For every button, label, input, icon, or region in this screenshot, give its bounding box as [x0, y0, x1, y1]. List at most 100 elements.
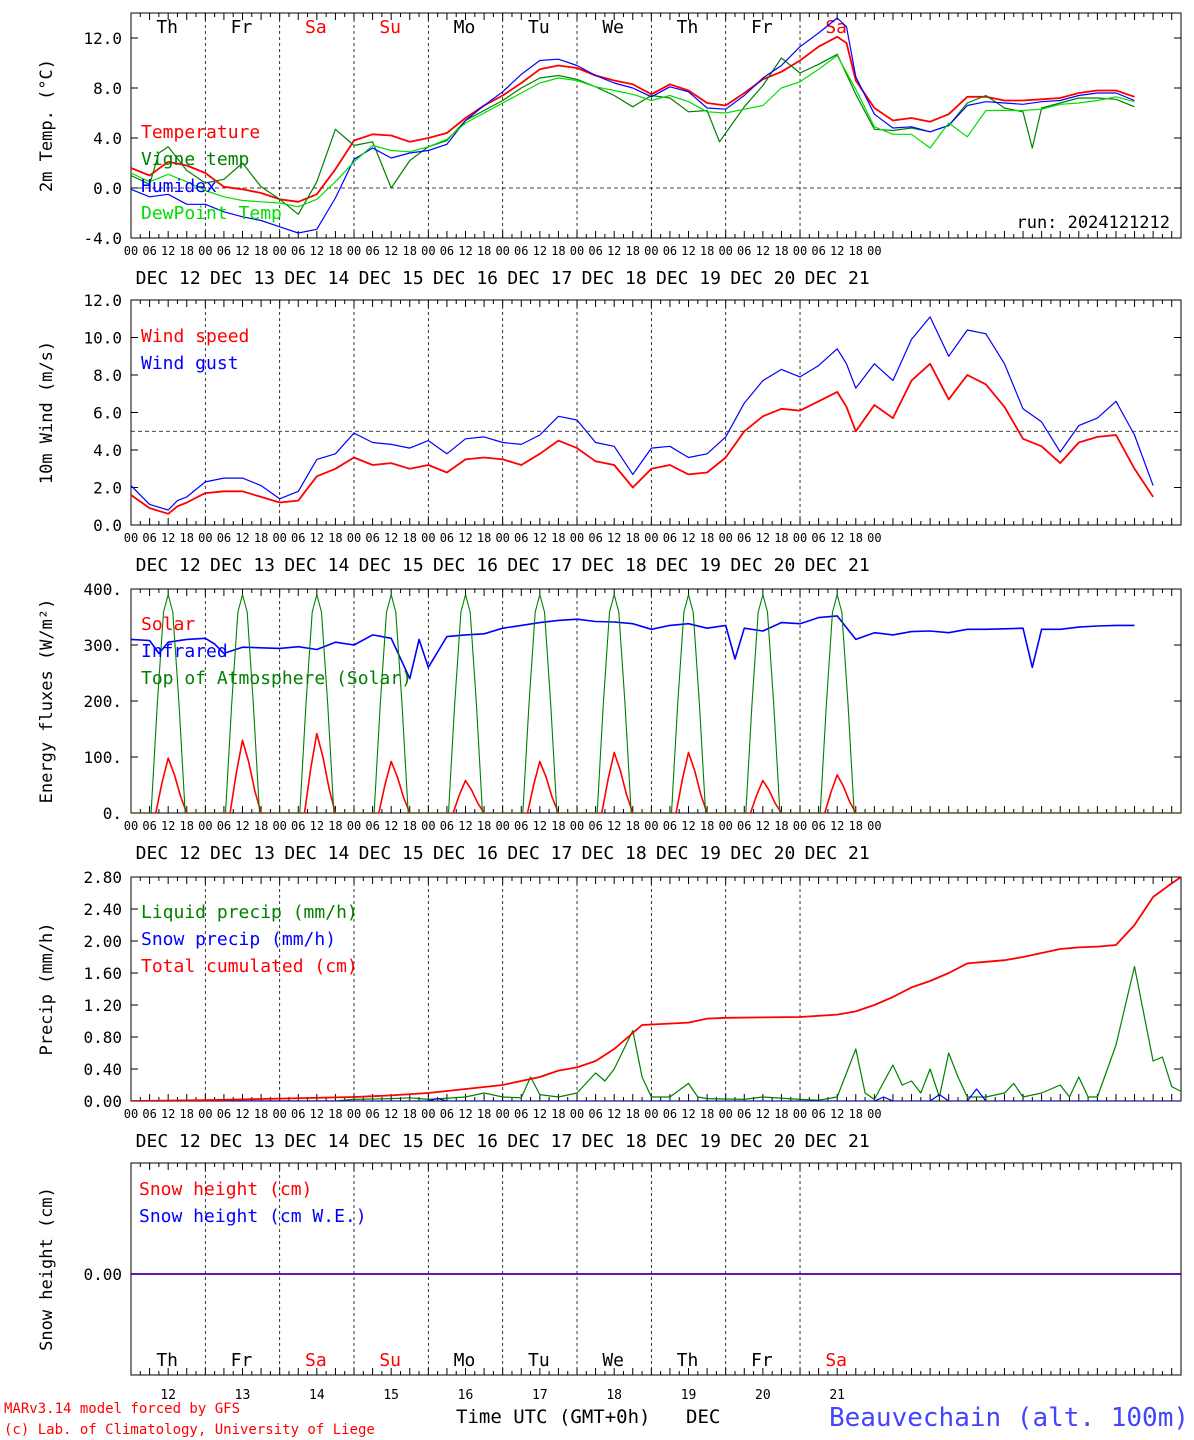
date-label: DEC 21	[805, 843, 870, 864]
y-tick-label: 6.0	[93, 404, 122, 423]
series-lines	[131, 594, 1181, 813]
day-name: Fr	[231, 1350, 253, 1371]
hour-tick-label: 00	[421, 819, 435, 833]
hour-tick-label: 00	[421, 1107, 435, 1121]
day-name: Tu	[528, 1350, 550, 1371]
hour-tick-label: 12	[310, 819, 324, 833]
credit-line-2: (c) Lab. of Climatology, University of L…	[4, 1422, 375, 1438]
series-line-0	[131, 966, 1181, 1101]
y-tick-label: 2.0	[93, 479, 122, 498]
date-label: DEC 19	[656, 555, 721, 576]
day-number: 18	[606, 1388, 622, 1403]
hour-tick-label: 18	[551, 819, 565, 833]
hour-tick-label: 12	[458, 531, 472, 545]
y-tick-label: 0.	[103, 804, 122, 823]
hour-tick-label: 00	[495, 1107, 509, 1121]
y-tick-label: 0.0	[93, 179, 122, 198]
hour-tick-label: 12	[384, 244, 398, 258]
hour-tick-label: 00	[793, 1107, 807, 1121]
hour-tick-label: 12	[756, 531, 770, 545]
hour-tick-label: 18	[477, 1107, 491, 1121]
day-name: Fr	[751, 17, 773, 38]
date-label: DEC 20	[730, 555, 795, 576]
y-tick-label: 0.0	[93, 516, 122, 535]
hour-tick-label: 18	[700, 1107, 714, 1121]
hour-tick-label: 18	[551, 531, 565, 545]
hour-tick-label: 06	[217, 819, 231, 833]
hour-tick-label: 00	[570, 244, 584, 258]
y-tick-label: 4.0	[93, 129, 122, 148]
chart-panel: 0.0 2.0 4.0 6.0 8.0 10.0 12.0 10m Wind (m/s) 00 0…	[37, 291, 1182, 576]
hour-tick-label: 18	[626, 819, 640, 833]
hour-tick-label: 00	[347, 1107, 361, 1121]
run-annotation: run: 2024121212	[1016, 213, 1170, 233]
date-label: DEC 20	[730, 1131, 795, 1152]
y-tick-label: 300.	[83, 636, 122, 655]
y-axis-label: Snow height (cm)	[37, 1187, 57, 1351]
hour-tick-label: 06	[291, 244, 305, 258]
date-label: DEC 15	[359, 555, 424, 576]
hour-tick-label: 00	[198, 1107, 212, 1121]
hour-tick-label: 06	[142, 244, 156, 258]
y-tick-label: -4.0	[83, 229, 122, 248]
day-name: Sa	[825, 1350, 847, 1371]
hour-tick-label: 00	[495, 819, 509, 833]
hour-tick-label: 12	[607, 244, 621, 258]
legend-entry: Snow precip (mm/h)	[141, 929, 336, 950]
hour-tick-label: 12	[681, 244, 695, 258]
date-label: DEC 14	[284, 268, 349, 289]
hour-tick-label: 00	[421, 244, 435, 258]
hour-tick-label: 06	[365, 531, 379, 545]
hour-tick-label: 06	[440, 244, 454, 258]
hour-tick-label: 12	[235, 1107, 249, 1121]
hour-tick-label: 18	[626, 531, 640, 545]
hour-tick-label: 18	[551, 1107, 565, 1121]
date-label: DEC 13	[210, 555, 275, 576]
hour-tick-label: 18	[180, 531, 194, 545]
legend-entry: Temperature	[141, 122, 260, 143]
date-label: DEC 20	[730, 843, 795, 864]
hour-tick-label: 18	[328, 819, 342, 833]
legend-entry: Solar	[141, 614, 195, 635]
hour-tick-label: 12	[161, 1107, 175, 1121]
hour-tick-label: 12	[310, 531, 324, 545]
legend-entry: Snow height (cm W.E.)	[139, 1206, 367, 1227]
hour-tick-label: 00	[644, 531, 658, 545]
hour-tick-label: 06	[737, 531, 751, 545]
hour-tick-label: 06	[588, 819, 602, 833]
hour-tick-label: 00	[718, 244, 732, 258]
date-label: DEC 15	[359, 843, 424, 864]
hour-tick-label: 00	[124, 244, 138, 258]
hour-tick-label: 00	[272, 244, 286, 258]
hour-tick-label: 18	[254, 1107, 268, 1121]
hour-tick-label: 18	[328, 531, 342, 545]
hour-tick-label: 00	[347, 244, 361, 258]
hour-tick-label: 00	[793, 819, 807, 833]
hour-tick-label: 06	[440, 819, 454, 833]
y-tick-label: 400.	[83, 580, 122, 599]
hour-tick-label: 00	[867, 244, 881, 258]
day-number: 14	[309, 1388, 325, 1403]
hour-tick-label: 06	[514, 819, 528, 833]
hour-tick-label: 18	[849, 819, 863, 833]
series-line-1	[131, 1088, 1181, 1101]
hour-tick-label: 06	[663, 531, 677, 545]
y-axis-label: Precip (mm/h)	[37, 922, 57, 1055]
y-tick-label: 12.0	[83, 291, 122, 310]
day-number: 20	[755, 1388, 771, 1403]
hour-tick-label: 06	[588, 531, 602, 545]
hour-tick-label: 12	[607, 1107, 621, 1121]
date-label: DEC 12	[136, 1131, 201, 1152]
date-label: DEC 16	[433, 555, 498, 576]
hour-tick-label: 18	[254, 531, 268, 545]
hour-tick-label: 18	[774, 1107, 788, 1121]
hour-tick-label: 00	[867, 531, 881, 545]
legend-entry: Vigne temp	[141, 149, 249, 170]
hour-tick-label: 18	[328, 244, 342, 258]
hour-tick-label: 06	[365, 1107, 379, 1121]
hour-tick-label: 00	[124, 531, 138, 545]
hour-tick-label: 06	[142, 1107, 156, 1121]
hour-tick-label: 12	[235, 244, 249, 258]
hour-tick-label: 06	[291, 1107, 305, 1121]
